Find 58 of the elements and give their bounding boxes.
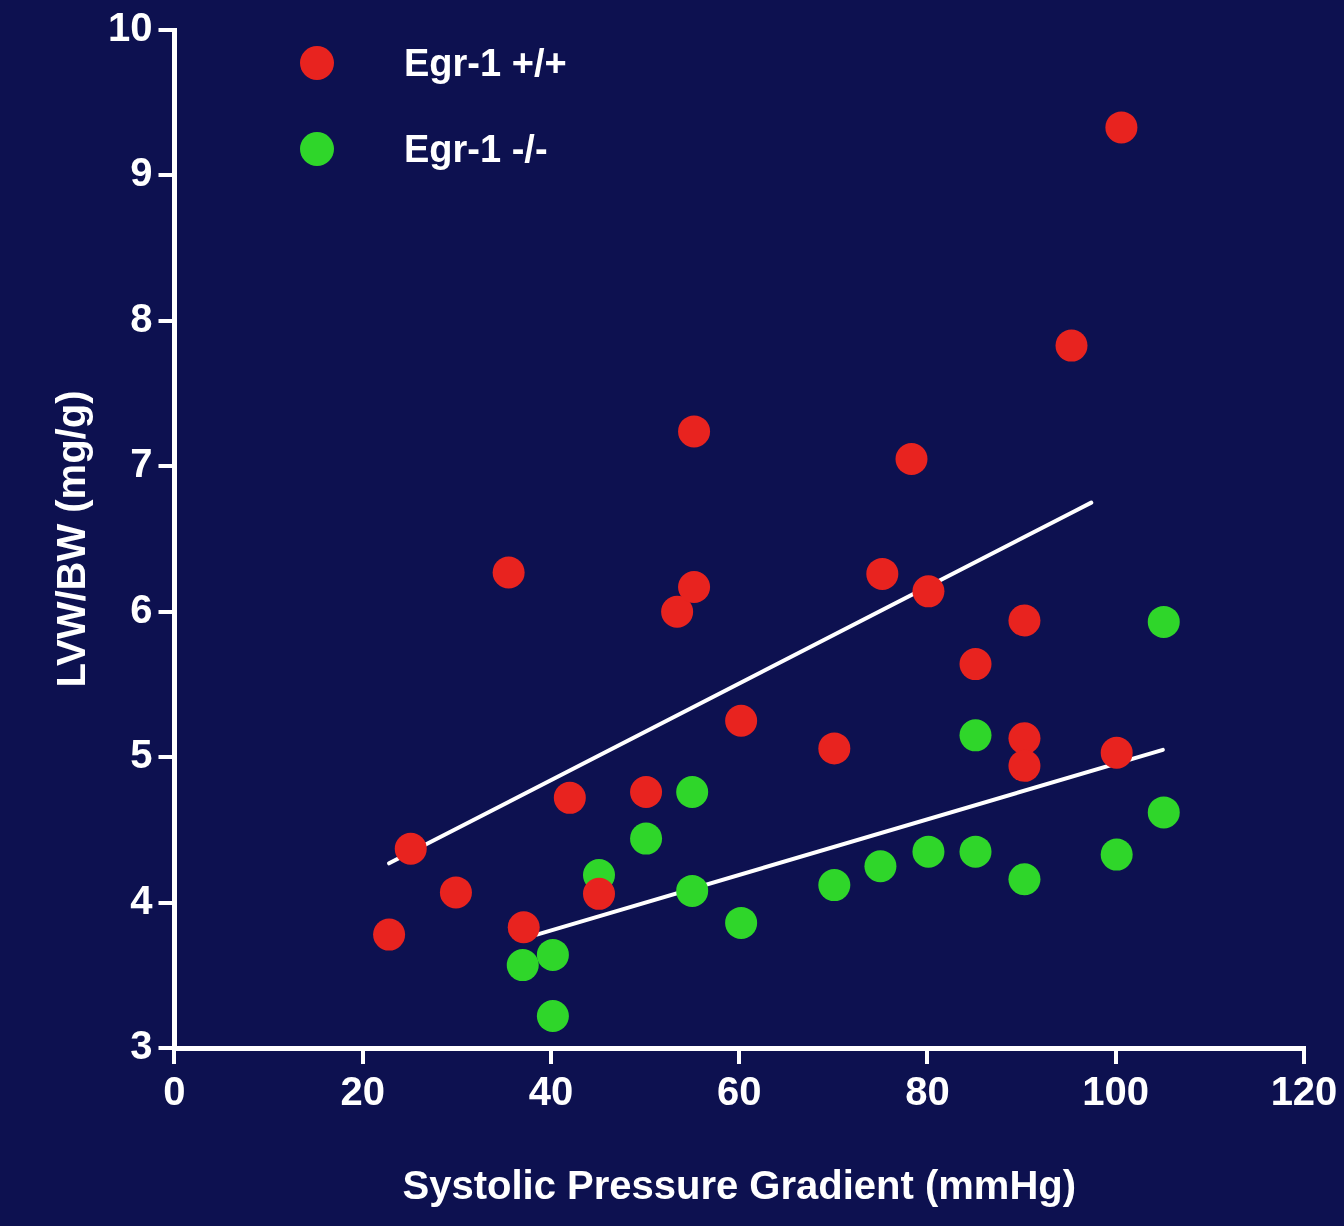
point [661,595,694,628]
x-tick-label: 100 [1082,1069,1150,1114]
point [506,949,539,982]
point [725,906,758,939]
point [678,415,711,448]
point [536,1000,569,1033]
point [959,719,992,752]
point [1008,863,1041,896]
point [1055,329,1088,362]
x-tick-label: 0 [163,1069,186,1114]
point [373,918,406,951]
point [1147,605,1180,638]
x-axis-title: Systolic Pressure Gradient (mmHg) [402,1163,1077,1208]
point [1147,796,1180,829]
legend-label: Egr-1 -/- [404,127,548,171]
x-tick-label: 20 [340,1069,385,1114]
y-axis-title: LVW/BW (mg/g) [49,390,94,688]
y-tick-label: 9 [130,150,153,195]
x-tick-label: 120 [1270,1069,1338,1114]
point [630,776,663,809]
point [895,443,928,476]
legend-label: Egr-1 +/+ [404,41,567,85]
x-tick-label: 40 [528,1069,574,1114]
y-tick-label: 8 [130,295,153,340]
point [630,822,663,855]
point [394,832,427,865]
y-tick-label: 7 [130,441,153,486]
y-tick-label: 5 [130,732,153,777]
x-tick-label: 80 [905,1069,950,1114]
point [1008,604,1041,637]
point [676,874,709,907]
point [818,732,851,765]
x-tick-label: 60 [717,1069,762,1114]
point [864,850,897,883]
point [507,911,540,944]
point [912,575,945,608]
point [866,557,899,590]
point [583,877,615,910]
point [1100,736,1133,769]
point [676,776,709,809]
point [1008,749,1041,782]
point [439,876,472,909]
point [1100,838,1133,871]
point [818,869,851,902]
point [1008,722,1041,755]
point [553,781,586,814]
point [959,835,992,868]
y-tick-label: 10 [107,5,153,50]
point [959,648,992,681]
point [536,938,569,971]
point [492,556,525,589]
y-tick-label: 4 [130,877,154,922]
point [912,835,945,868]
point [725,704,758,737]
y-tick-label: 6 [130,586,153,631]
y-tick-label: 3 [130,1023,153,1068]
point [678,570,711,603]
point [1105,111,1138,144]
